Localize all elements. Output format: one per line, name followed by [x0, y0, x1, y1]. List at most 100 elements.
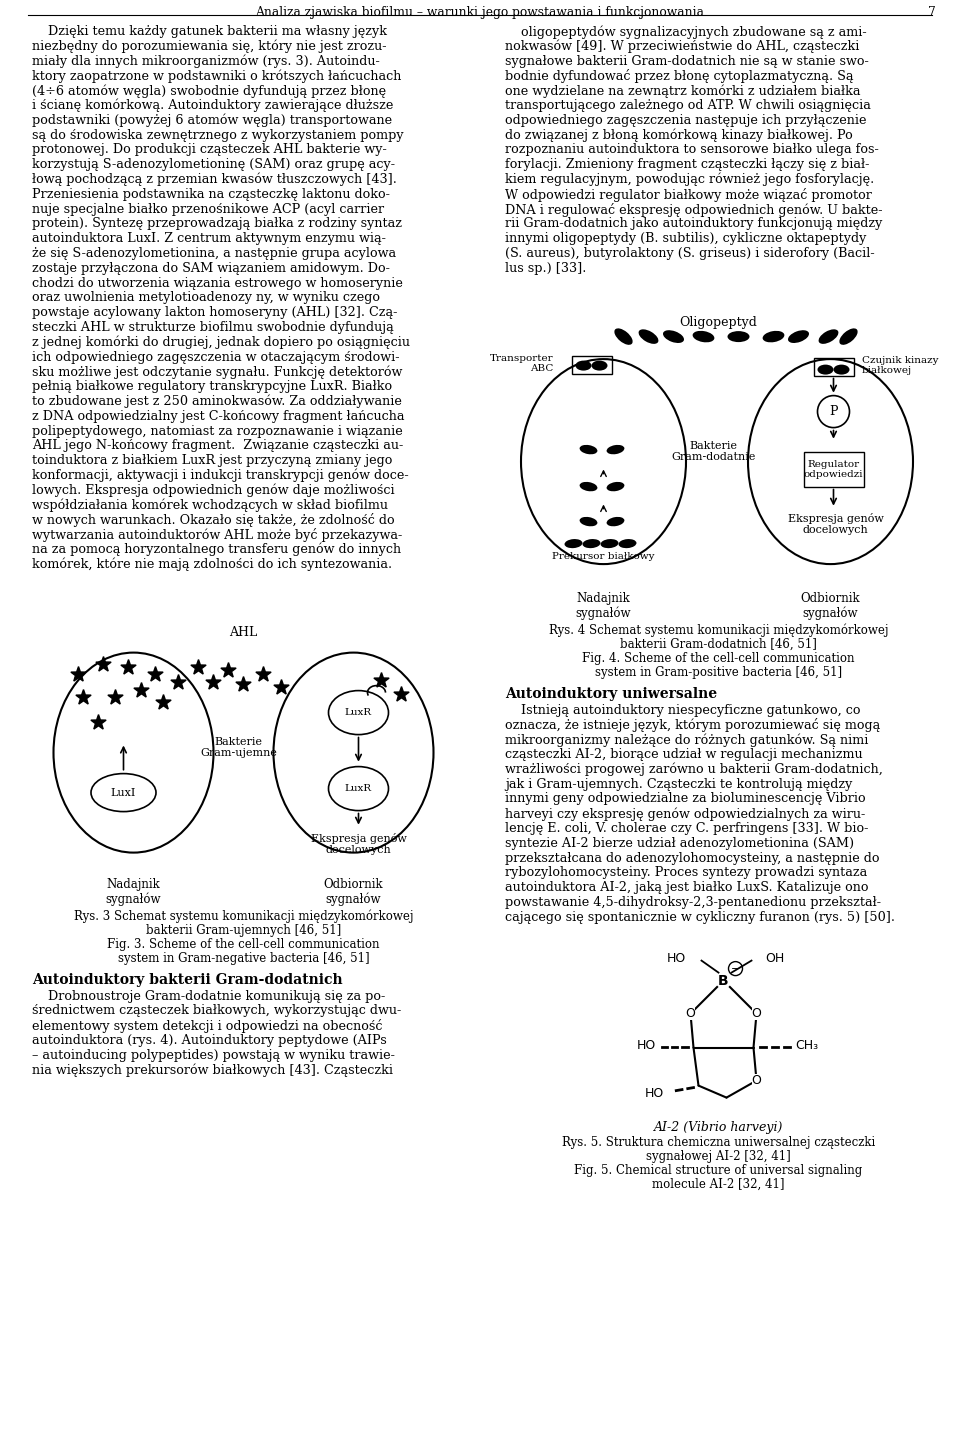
Text: rozpoznaniu autoinduktora to sensorowe białko ulega fos-: rozpoznaniu autoinduktora to sensorowe b… [505, 143, 878, 156]
Text: lowych. Ekspresja odpowiednich genów daje możliwości: lowych. Ekspresja odpowiednich genów daj… [32, 484, 395, 497]
Text: Autoinduktory uniwersalne: Autoinduktory uniwersalne [505, 686, 717, 701]
Text: Regulator
odpowiedzi: Regulator odpowiedzi [804, 460, 863, 479]
Ellipse shape [818, 364, 833, 374]
Ellipse shape [614, 328, 633, 345]
Ellipse shape [564, 539, 583, 549]
Polygon shape [121, 659, 136, 674]
Text: lus sp.) [33].: lus sp.) [33]. [505, 262, 587, 275]
Polygon shape [96, 656, 111, 671]
Ellipse shape [638, 330, 659, 344]
Text: bakterii Gram-ujemnych [46, 51]: bakterii Gram-ujemnych [46, 51] [146, 924, 341, 937]
Polygon shape [156, 695, 171, 709]
Text: LuxI: LuxI [110, 788, 136, 798]
Text: ich odpowiedniego zagęszczenia w otaczającym środowi-: ich odpowiedniego zagęszczenia w otaczaj… [32, 351, 399, 364]
Text: rybozylohomocysteiny. Proces syntezy prowadzi syntaza: rybozylohomocysteiny. Proces syntezy pro… [505, 867, 867, 880]
Polygon shape [133, 682, 149, 696]
Text: nia większych prekursorów białkowych [43]. Cząsteczki: nia większych prekursorów białkowych [43… [32, 1063, 393, 1078]
Polygon shape [171, 675, 186, 689]
Text: sku możliwe jest odczytanie sygnału. Funkcję detektorów: sku możliwe jest odczytanie sygnału. Fun… [32, 365, 402, 378]
Text: Oligopeptyd: Oligopeptyd [680, 315, 757, 328]
Text: transportującego zależnego od ATP. W chwili osiągnięcia: transportującego zależnego od ATP. W chw… [505, 99, 871, 112]
Text: kiem regulacyjnym, powodując również jego fosforylację.: kiem regulacyjnym, powodując również jeg… [505, 173, 875, 186]
Text: Istnieją autoinduktory niespecyficzne gatunkowo, co: Istnieją autoinduktory niespecyficzne ga… [521, 704, 860, 716]
Text: że się S-adenozylometionina, a następnie grupa acylowa: że się S-adenozylometionina, a następnie… [32, 246, 396, 259]
Text: HO: HO [636, 1039, 656, 1052]
Text: innymi geny odpowiedzialne za bioluminescencję Vibrio: innymi geny odpowiedzialne za biolumines… [505, 792, 866, 805]
Text: forylacji. Zmieniony fragment cząsteczki łączy się z biał-: forylacji. Zmieniony fragment cząsteczki… [505, 158, 870, 171]
Text: nuje specjalne białko przenośnikowe ACP (acyl carrier: nuje specjalne białko przenośnikowe ACP … [32, 202, 384, 215]
Text: system in Gram-positive bacteria [46, 51]: system in Gram-positive bacteria [46, 51… [595, 665, 842, 679]
Text: współdziałania komórek wchodzących w skład biofilmu: współdziałania komórek wchodzących w skł… [32, 499, 388, 512]
Text: autoinduktora AI-2, jaką jest białko LuxS. Katalizuje ono: autoinduktora AI-2, jaką jest białko Lux… [505, 881, 869, 894]
Ellipse shape [607, 444, 624, 454]
Text: oraz uwolnienia metylotioadenozy ny, w wyniku czego: oraz uwolnienia metylotioadenozy ny, w w… [32, 291, 380, 304]
Text: syntezie AI-2 bierze udział adenozylometionina (SAM): syntezie AI-2 bierze udział adenozylomet… [505, 837, 854, 850]
Text: cającego się spontanicznie w cykliczny furanon (rys. 5) [50].: cającego się spontanicznie w cykliczny f… [505, 911, 895, 924]
Text: Fig. 5. Chemical structure of universal signaling: Fig. 5. Chemical structure of universal … [574, 1164, 863, 1176]
Text: na za pomocą horyzontalnego transferu genów do innych: na za pomocą horyzontalnego transferu ge… [32, 543, 401, 556]
Ellipse shape [328, 691, 389, 735]
Text: podstawniki (powyżej 6 atomów węgla) transportowane: podstawniki (powyżej 6 atomów węgla) tra… [32, 113, 392, 128]
Text: O: O [752, 1007, 761, 1020]
Text: Fig. 4. Scheme of the cell-cell communication: Fig. 4. Scheme of the cell-cell communic… [583, 652, 854, 665]
Text: autoinduktora LuxI. Z centrum aktywnym enzymu wią-: autoinduktora LuxI. Z centrum aktywnym e… [32, 232, 386, 245]
Ellipse shape [580, 444, 597, 454]
Text: pełnią białkowe regulatory transkrypcyjne LuxR. Białko: pełnią białkowe regulatory transkrypcyjn… [32, 380, 392, 393]
Ellipse shape [575, 361, 591, 371]
Text: Ekspresja genów
docelowych: Ekspresja genów docelowych [311, 833, 406, 856]
Text: Fig. 3. Scheme of the cell-cell communication: Fig. 3. Scheme of the cell-cell communic… [108, 937, 380, 950]
Text: korzystują S-adenozylometioninę (SAM) oraz grupę acy-: korzystują S-adenozylometioninę (SAM) or… [32, 158, 395, 171]
Text: zostaje przyłączona do SAM wiązaniem amidowym. Do-: zostaje przyłączona do SAM wiązaniem ami… [32, 262, 390, 275]
Text: ktory zaopatrzone w podstawniki o krótszych łańcuchach: ktory zaopatrzone w podstawniki o krótsz… [32, 69, 401, 83]
Text: niezbędny do porozumiewania się, który nie jest zrozu-: niezbędny do porozumiewania się, który n… [32, 40, 387, 53]
Text: AI-2 (Vibrio harveyi): AI-2 (Vibrio harveyi) [654, 1121, 783, 1134]
Text: nokwasów [49]. W przeciwieństwie do AHL, cząsteczki: nokwasów [49]. W przeciwieństwie do AHL,… [505, 40, 859, 53]
Text: bakterii Gram-dodatnich [46, 51]: bakterii Gram-dodatnich [46, 51] [620, 638, 817, 651]
Text: jak i Gram-ujemnych. Cząsteczki te kontrolują między: jak i Gram-ujemnych. Cząsteczki te kontr… [505, 778, 852, 791]
Bar [571, 355, 612, 374]
Text: odpowiedniego zagęszczenia następuje ich przyłączenie: odpowiedniego zagęszczenia następuje ich… [505, 113, 867, 126]
Text: Odbiornik
sygnałów: Odbiornik sygnałów [801, 592, 860, 620]
Bar [804, 451, 863, 487]
Text: DNA i regulować ekspresję odpowiednich genów. U bakte-: DNA i regulować ekspresję odpowiednich g… [505, 202, 882, 216]
Text: elementowy system detekcji i odpowiedzi na obecność: elementowy system detekcji i odpowiedzi … [32, 1019, 382, 1033]
Text: konformacji, aktywacji i indukcji transkrypcji genów doce-: konformacji, aktywacji i indukcji transk… [32, 469, 409, 483]
Polygon shape [221, 662, 236, 676]
Text: cząsteczki AI-2, biorące udział w regulacji mechanizmu: cząsteczki AI-2, biorące udział w regula… [505, 748, 863, 761]
Text: Rys. 5. Struktura chemiczna uniwersalnej cząsteczki: Rys. 5. Struktura chemiczna uniwersalnej… [562, 1135, 876, 1149]
Text: Nadajnik
sygnałów: Nadajnik sygnałów [106, 877, 161, 906]
Text: O: O [685, 1007, 695, 1020]
Text: to zbudowane jest z 250 aminokwasów. Za oddziaływanie: to zbudowane jest z 250 aminokwasów. Za … [32, 396, 402, 408]
Text: LuxR: LuxR [345, 708, 372, 716]
Ellipse shape [607, 481, 624, 492]
Text: sygnałowej AI-2 [32, 41]: sygnałowej AI-2 [32, 41] [646, 1149, 791, 1162]
Text: molecule AI-2 [32, 41]: molecule AI-2 [32, 41] [652, 1178, 784, 1191]
Text: Bakterie
Gram-ujemne: Bakterie Gram-ujemne [200, 737, 276, 758]
Text: AHL jego N-końcowy fragment.  Związanie cząsteczki au-: AHL jego N-końcowy fragment. Związanie c… [32, 440, 403, 453]
Text: toinduktora z białkiem LuxR jest przyczyną zmiany jego: toinduktora z białkiem LuxR jest przyczy… [32, 454, 393, 467]
Text: B: B [718, 973, 729, 987]
Text: z DNA odpowiedzialny jest C-końcowy fragment łańcucha: z DNA odpowiedzialny jest C-końcowy frag… [32, 410, 404, 423]
Polygon shape [148, 666, 163, 681]
Text: powstawanie 4,5-dihydroksy-2,3-pentanedionu przekształ-: powstawanie 4,5-dihydroksy-2,3-pentanedi… [505, 896, 881, 909]
Text: Odbiornik
sygnałów: Odbiornik sygnałów [324, 877, 383, 906]
Text: bodnie dyfundować przez błonę cytoplazmatyczną. Są: bodnie dyfundować przez błonę cytoplazma… [505, 69, 853, 83]
Text: Nadajnik
sygnałów: Nadajnik sygnałów [576, 592, 632, 620]
Text: miały dla innych mikroorganizmów (rys. 3). Autoindu-: miały dla innych mikroorganizmów (rys. 3… [32, 54, 380, 69]
Text: przekształcana do adenozylohomocysteiny, a następnie do: przekształcana do adenozylohomocysteiny,… [505, 851, 879, 864]
Text: polipeptydowego, natomiast za rozpoznawanie i wiązanie: polipeptydowego, natomiast za rozpoznawa… [32, 424, 403, 437]
Text: Autoinduktory bakterii Gram-dodatnich: Autoinduktory bakterii Gram-dodatnich [32, 973, 343, 986]
Text: oznacza, że istnieje język, którym porozumiewać się mogą: oznacza, że istnieje język, którym poroz… [505, 718, 880, 732]
Text: – autoinducing polypeptides) powstają w wyniku trawie-: – autoinducing polypeptides) powstają w … [32, 1049, 395, 1062]
Text: CH₃: CH₃ [796, 1039, 819, 1052]
Text: −: − [731, 963, 740, 973]
Text: wytwarzania autoinduktorów AHL może być przekazywa-: wytwarzania autoinduktorów AHL może być … [32, 529, 402, 542]
Ellipse shape [618, 539, 636, 549]
Text: są do środowiska zewnętrznego z wykorzystaniem pompy: są do środowiska zewnętrznego z wykorzys… [32, 129, 403, 142]
Text: lencję E. coli, V. cholerae czy C. perfringens [33]. W bio-: lencję E. coli, V. cholerae czy C. perfr… [505, 823, 869, 835]
Text: O: O [752, 1075, 761, 1088]
Text: i ścianę komórkową. Autoinduktory zawierające dłuższe: i ścianę komórkową. Autoinduktory zawier… [32, 99, 394, 113]
Ellipse shape [580, 481, 597, 492]
Polygon shape [394, 686, 409, 701]
Text: LuxR: LuxR [345, 784, 372, 792]
